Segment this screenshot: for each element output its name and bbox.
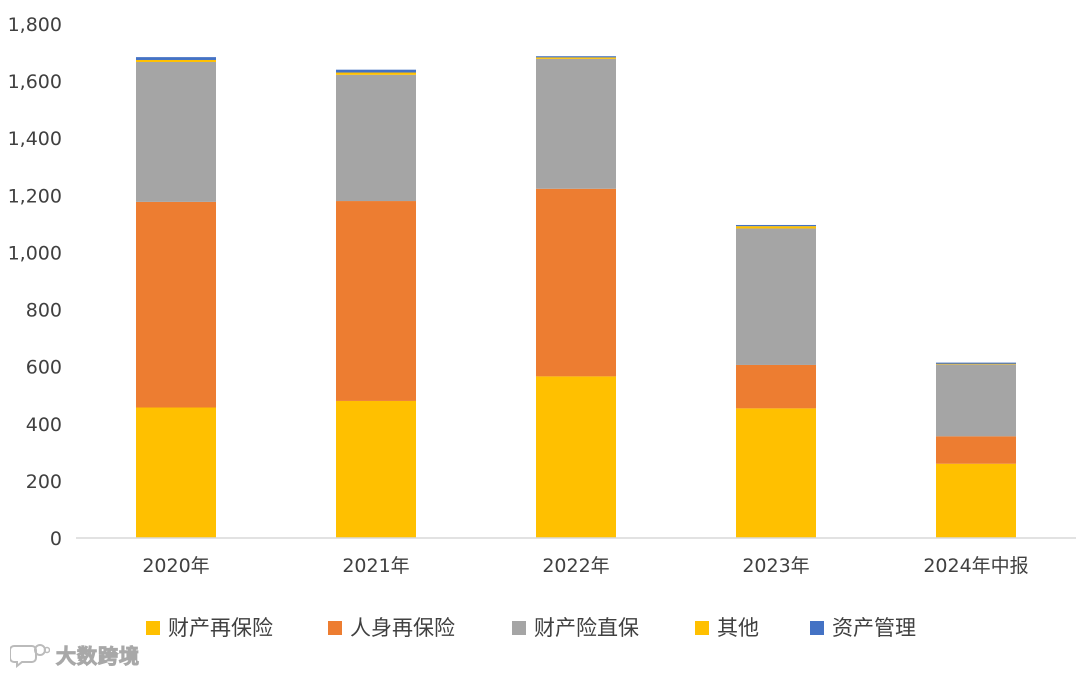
watermark-text: 大数跨境	[56, 644, 140, 669]
x-tick-label: 2022年	[542, 555, 609, 577]
bar-segment	[536, 56, 616, 58]
bar-segment	[136, 61, 216, 202]
bar-segment	[136, 59, 216, 62]
x-tick-label: 2021年	[342, 555, 409, 577]
bar-segment	[336, 74, 416, 202]
legend-label: 财产险直保	[534, 616, 639, 640]
x-axis-labels: 2020年 2021年 2022年 2023年 2024年中报	[142, 555, 1028, 577]
bar-segment	[336, 400, 416, 538]
legend-label: 资产管理	[832, 616, 916, 640]
y-tick-label: 200	[26, 471, 62, 493]
y-tick-label: 1,600	[8, 71, 62, 93]
legend-swatch	[328, 621, 342, 635]
legend-label: 人身再保险	[350, 616, 455, 640]
bar-segment	[336, 201, 416, 401]
bar-segment	[136, 201, 216, 408]
bar-segment	[936, 362, 1016, 364]
y-tick-label: 400	[26, 414, 62, 436]
legend-swatch	[695, 621, 709, 635]
bar-segment	[136, 407, 216, 538]
y-tick-label: 0	[50, 528, 62, 550]
bar-segment	[136, 57, 216, 60]
bar-segment	[736, 364, 816, 409]
x-tick-label: 2024年中报	[923, 555, 1028, 577]
y-axis-labels: 0 200 400 600 800 1,000 1,200 1,400 1,600 1,800	[8, 14, 62, 550]
legend-label: 其他	[717, 616, 759, 640]
bar-segment	[536, 376, 616, 538]
legend-swatch	[810, 621, 824, 635]
bar-segment	[336, 72, 416, 75]
y-tick-label: 1,000	[8, 242, 62, 264]
x-tick-label: 2020年	[142, 555, 209, 577]
bar-segment	[736, 224, 816, 227]
legend: 财产再保险 人身再保险 财产险直保 其他 资产管理	[146, 616, 916, 640]
y-tick-label: 1,800	[8, 14, 62, 36]
x-tick-label: 2023年	[742, 555, 809, 577]
bar-segment	[336, 69, 416, 73]
y-tick-label: 1,200	[8, 185, 62, 207]
watermark: 大数跨境	[10, 640, 140, 669]
bar-segment	[936, 463, 1016, 538]
legend-label: 财产再保险	[168, 616, 273, 640]
y-tick-label: 800	[26, 300, 62, 322]
bar-segment	[536, 57, 616, 59]
legend-item: 其他	[695, 616, 759, 640]
y-tick-label: 600	[26, 357, 62, 379]
bar-segment	[536, 58, 616, 189]
bar-segment	[736, 228, 816, 365]
bar-segment	[736, 226, 816, 229]
legend-item: 人身再保险	[328, 616, 455, 640]
bar-segment	[936, 436, 1016, 464]
legend-item: 财产险直保	[512, 616, 639, 640]
legend-item: 财产再保险	[146, 616, 273, 640]
legend-swatch	[146, 621, 160, 635]
chat-bubble-logo-icon	[10, 643, 50, 668]
legend-item: 资产管理	[810, 616, 916, 640]
legend-swatch	[512, 621, 526, 635]
bar-segment	[736, 408, 816, 538]
bar-segment	[936, 364, 1016, 437]
bars	[136, 56, 1016, 538]
y-tick-label: 1,400	[8, 128, 62, 150]
bar-segment	[536, 188, 616, 377]
